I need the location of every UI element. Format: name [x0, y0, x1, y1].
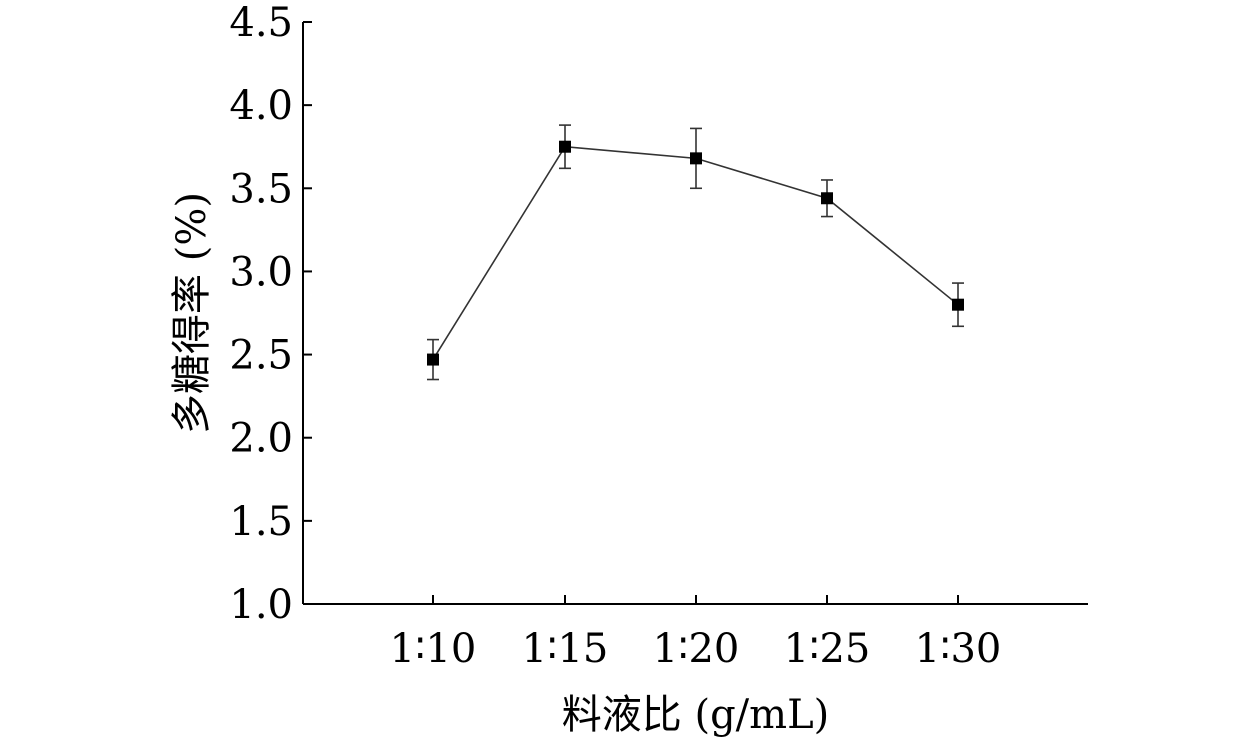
y-tick-label: 3.0 [229, 249, 293, 295]
x-ticks: 1∶10 1∶15 1∶20 1∶25 1∶30 [390, 595, 1002, 672]
y-tick-label: 2.5 [229, 333, 293, 379]
y-tick-label: 3.5 [229, 166, 293, 212]
y-tick-label: 1.5 [229, 499, 293, 545]
x-tick-label: 1∶10 [390, 626, 477, 672]
y-tick-label: 4.0 [229, 83, 293, 129]
x-axis-title: 料液比 (g/mL) [562, 692, 830, 738]
x-tick-label: 1∶15 [522, 626, 609, 672]
x-tick-label: 1∶25 [784, 626, 871, 672]
y-ticks: 1.0 1.5 2.0 2.5 3.0 3.5 4.0 4.5 [229, 0, 312, 628]
data-point [952, 298, 964, 311]
y-tick-label: 4.5 [229, 0, 293, 46]
x-tick-label: 1∶20 [653, 626, 740, 672]
data-point [821, 192, 833, 205]
plot-area [427, 124, 964, 381]
data-point [427, 353, 439, 366]
axes [302, 22, 1088, 605]
data-point [559, 140, 571, 153]
y-axis-title: 多糖得率 (%) [169, 192, 215, 434]
x-tick-label: 1∶30 [915, 626, 1002, 672]
y-tick-label: 2.0 [229, 416, 293, 462]
y-tick-label: 1.0 [229, 582, 293, 628]
data-point [690, 152, 702, 165]
